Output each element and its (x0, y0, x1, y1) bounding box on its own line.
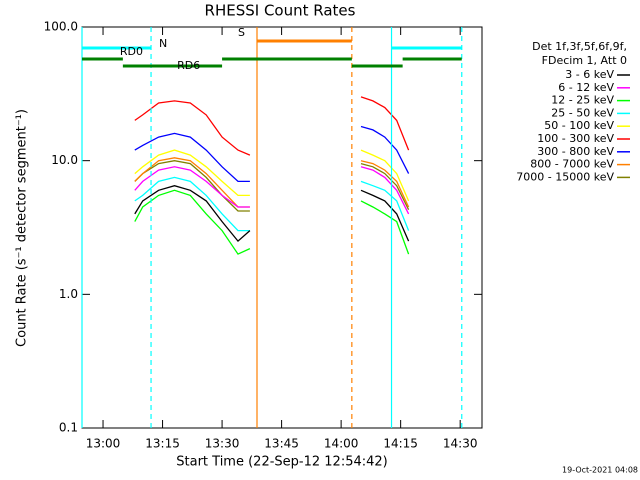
plot-frame (81, 26, 483, 429)
x-tick-label: 13:45 (264, 437, 299, 451)
legend-label: 6 - 12 keV (558, 81, 614, 94)
flag-label: S (238, 26, 245, 39)
series-line (134, 176, 410, 232)
y-tick-label: 100.0 (44, 20, 78, 34)
series-line (134, 189, 410, 255)
legend-header: FDecim 1, Att 0 (542, 54, 627, 67)
x-tick-label: 14:15 (383, 437, 418, 451)
flag-label: RD0 (120, 45, 143, 58)
x-tick-label: 14:00 (324, 437, 359, 451)
x-tick-label: 14:30 (443, 437, 478, 451)
legend-label: 100 - 300 keV (537, 132, 614, 145)
flag-label: N (159, 37, 167, 50)
legend-label: 25 - 50 keV (551, 106, 614, 119)
series-line (134, 157, 410, 208)
y-tick-label: 0.1 (59, 421, 78, 435)
legend-label: 50 - 100 keV (544, 119, 614, 132)
timestamp: 19-Oct-2021 04:08 (562, 466, 638, 475)
chart-title: RHESSI Count Rates (205, 2, 356, 20)
legend-label: 300 - 800 keV (537, 145, 614, 158)
legend-label: 7000 - 15000 keV (516, 170, 614, 183)
series-line (134, 185, 410, 243)
legend-label: 800 - 7000 keV (530, 158, 614, 171)
flag-label: RD6 (177, 59, 200, 72)
legend-label: 12 - 25 keV (551, 94, 614, 107)
x-tick-label: 13:00 (86, 437, 121, 451)
x-tick-label: 13:15 (145, 437, 180, 451)
y-tick-label: 1.0 (59, 287, 78, 301)
legend-header: Det 1f,3f,5f,6f,9f, (532, 40, 627, 53)
x-tick-label: 13:30 (205, 437, 240, 451)
x-axis-label: Start Time (22-Sep-12 12:54:42) (176, 455, 387, 470)
series-line (134, 125, 410, 183)
series-line (134, 149, 410, 202)
series-line (134, 160, 410, 212)
legend-label: 3 - 6 keV (565, 68, 614, 81)
series-line (134, 96, 410, 156)
series-line (134, 166, 410, 215)
y-tick-label: 10.0 (51, 153, 78, 167)
y-axis-label: Count Rate (s⁻¹ detector segment⁻¹) (15, 109, 30, 347)
